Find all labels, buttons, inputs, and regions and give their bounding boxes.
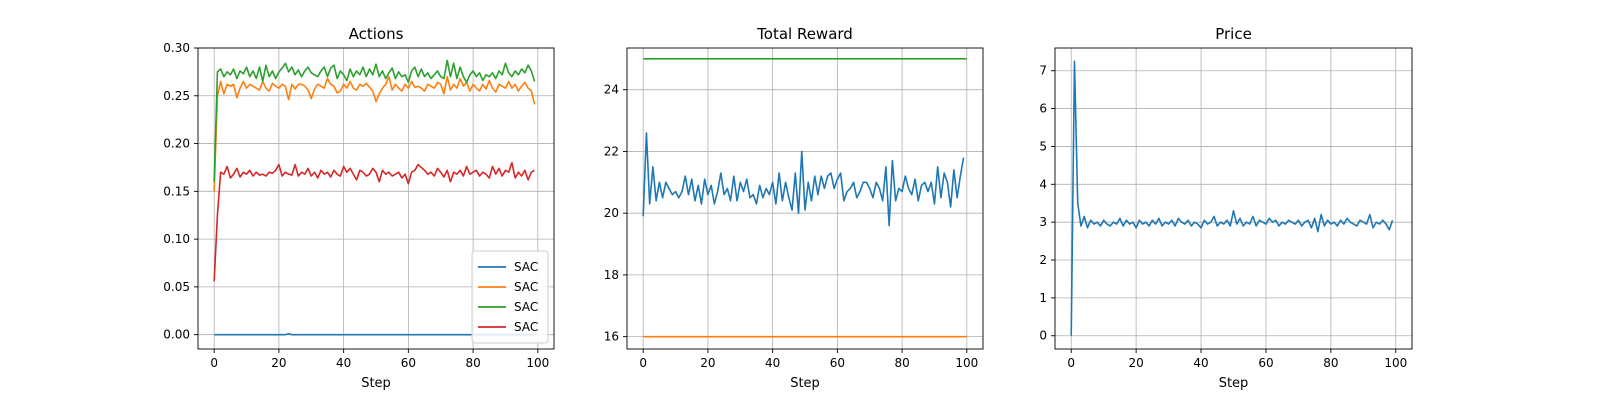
x-tick-label: 20 bbox=[700, 356, 715, 370]
y-tick-label: 5 bbox=[1039, 139, 1047, 153]
y-tick-label: 2 bbox=[1039, 253, 1047, 267]
legend: SAC SAC SAC SAC bbox=[471, 250, 549, 344]
y-tick-label: 0.30 bbox=[163, 41, 190, 55]
series-line-1 bbox=[1070, 60, 1394, 336]
y-tick-label: 4 bbox=[1039, 177, 1047, 191]
y-tick-label: 6 bbox=[1039, 102, 1047, 116]
x-tick-label: 40 bbox=[1193, 356, 1208, 370]
y-tick-label: 0.10 bbox=[163, 232, 190, 246]
x-tick-label: 40 bbox=[336, 356, 351, 370]
legend-box bbox=[471, 250, 549, 344]
y-tick-label: 0.05 bbox=[163, 280, 190, 294]
y-tick-label: 1 bbox=[1039, 291, 1047, 305]
x-tick-label: 80 bbox=[1323, 356, 1338, 370]
y-tick-label: 22 bbox=[604, 144, 619, 158]
y-tick-label: 0.20 bbox=[163, 137, 190, 151]
x-tick-label: 0 bbox=[210, 356, 218, 370]
x-tick-label: 40 bbox=[765, 356, 780, 370]
x-tick-label: 20 bbox=[271, 356, 286, 370]
x-axis-label: Step bbox=[361, 376, 391, 391]
y-tick-label: 0.15 bbox=[163, 184, 190, 198]
y-tick-label: 0.00 bbox=[163, 328, 190, 342]
legend-label: SAC bbox=[514, 280, 538, 294]
x-tick-label: 100 bbox=[526, 356, 549, 370]
chart-title: Total Reward bbox=[756, 25, 853, 43]
legend-label: SAC bbox=[514, 260, 538, 274]
chart-title: Price bbox=[1215, 25, 1252, 43]
legend-label: SAC bbox=[514, 320, 538, 334]
series-line-2 bbox=[213, 75, 536, 192]
x-axis-label: Step bbox=[1219, 376, 1249, 391]
y-tick-label: 7 bbox=[1039, 64, 1047, 78]
legend-label: SAC bbox=[514, 300, 538, 314]
axes-frame bbox=[626, 47, 984, 350]
x-tick-label: 60 bbox=[1258, 356, 1273, 370]
x-tick-label: 100 bbox=[1384, 356, 1407, 370]
axes-frame bbox=[197, 47, 555, 350]
y-tick-label: 3 bbox=[1039, 215, 1047, 229]
chart-title: Actions bbox=[349, 25, 404, 43]
axes-frame bbox=[1054, 47, 1413, 350]
y-tick-label: 0 bbox=[1039, 329, 1047, 343]
x-tick-label: 80 bbox=[894, 356, 909, 370]
x-tick-label: 100 bbox=[955, 356, 978, 370]
series-line-3 bbox=[213, 59, 536, 182]
panel-1: 0 20 40 60 80 100 0.00 0.05 0.10 0.15 0.20 0.25 0.30… bbox=[163, 25, 555, 391]
x-axis-label: Step bbox=[790, 376, 820, 391]
x-tick-label: 0 bbox=[1067, 356, 1075, 370]
x-tick-label: 0 bbox=[639, 356, 647, 370]
series-line-1 bbox=[642, 132, 965, 227]
y-tick-label: 0.25 bbox=[163, 89, 190, 103]
x-tick-label: 20 bbox=[1128, 356, 1143, 370]
panel-2: 0 20 40 60 80 100 16 18 20 22 24 Total Reward Step bbox=[604, 25, 984, 391]
x-tick-label: 60 bbox=[401, 356, 416, 370]
panel-3: 0 20 40 60 80 100 0 1 2 3 4 5 6 7 Price Step bbox=[1039, 25, 1413, 391]
x-tick-label: 60 bbox=[830, 356, 845, 370]
x-tick-label: 80 bbox=[465, 356, 480, 370]
y-tick-label: 16 bbox=[604, 330, 619, 344]
y-tick-label: 20 bbox=[604, 206, 619, 220]
series-line-4 bbox=[213, 161, 535, 282]
y-tick-label: 18 bbox=[604, 268, 619, 282]
y-tick-label: 24 bbox=[604, 83, 619, 97]
